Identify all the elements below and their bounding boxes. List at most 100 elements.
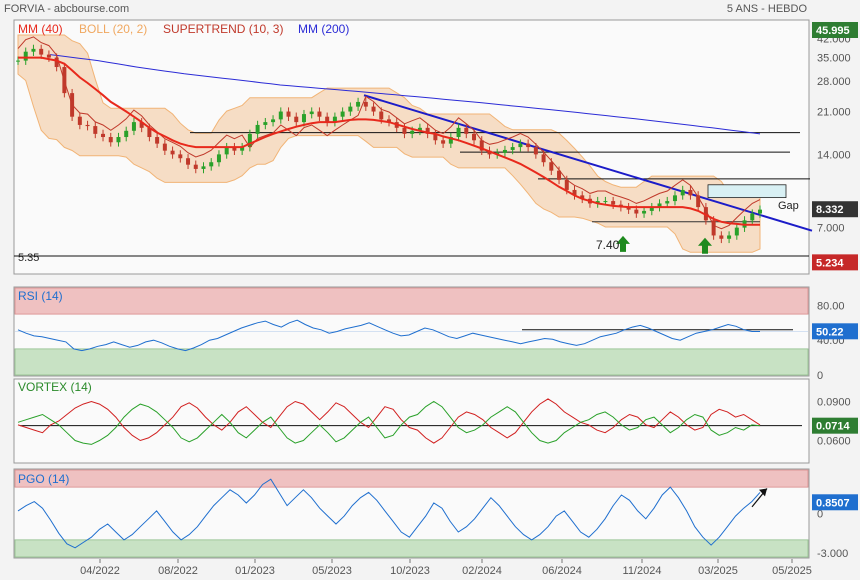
candle-body (139, 122, 144, 128)
candle-body (201, 166, 206, 169)
candle-body (541, 154, 546, 163)
oversold-zone (14, 348, 809, 376)
period-label: 5 ANS - HEBDO (727, 3, 808, 15)
candle-body (294, 116, 299, 123)
symbol-label: FORVIA - abcbourse.com (4, 3, 129, 15)
candle-body (379, 111, 384, 120)
candle-body (557, 170, 562, 180)
mm40-line (18, 56, 760, 226)
candle-body (124, 130, 129, 138)
candle-body (711, 220, 716, 236)
candle-body (649, 207, 654, 211)
legend-mm200: MM (200) (298, 22, 349, 36)
annotation-740: 7.40 (596, 238, 620, 252)
vortex-minus-line (17, 400, 761, 445)
pgo-arrow-head (759, 488, 767, 497)
x-tick-label: 02/2024 (462, 565, 502, 577)
candle-body (387, 119, 391, 123)
candle-body (240, 147, 245, 151)
pgo-title: PGO (14) (18, 472, 69, 486)
x-tick-label: 08/2022 (158, 565, 198, 577)
candle-body (162, 143, 167, 151)
candle-body (170, 150, 175, 155)
candle-body (77, 116, 82, 125)
current-price-badge-bg (812, 201, 858, 218)
candle-body (186, 158, 191, 165)
candle-body (464, 127, 469, 134)
pgo-chart-layer (14, 469, 809, 558)
candle-body (178, 154, 183, 159)
candle-body (356, 101, 361, 107)
buy-arrow-icon (698, 237, 712, 254)
candle-body (286, 111, 291, 117)
candle-body (131, 122, 136, 131)
pgo-high-zone (14, 469, 809, 488)
downtrend-line (363, 94, 813, 232)
candle-body (410, 130, 415, 134)
vortex-tick-label: 0.0900 (817, 397, 851, 409)
vortex-plus-line (17, 398, 761, 444)
candle-body (417, 127, 422, 131)
candle-body (703, 207, 708, 221)
candle-body (580, 195, 585, 199)
rsi-tick-label: 0 (817, 370, 823, 382)
candle-body (193, 164, 198, 169)
candle-body (271, 119, 276, 123)
candle-body (224, 147, 229, 155)
pgo-low-zone (14, 539, 809, 558)
axes-layer: 42.00035.00028.00021.00014.0007.00080.00… (80, 22, 858, 577)
candle-body (642, 210, 647, 214)
candle-body (216, 154, 221, 163)
candle-body (46, 54, 51, 58)
candle-body (23, 51, 28, 61)
gap-label: Gap (778, 200, 799, 212)
price-tick-label: 35.000 (817, 53, 851, 65)
candle-body (93, 126, 98, 134)
price-tick-label: 28.000 (817, 76, 851, 88)
candle-body (209, 162, 214, 167)
x-tick-label: 11/2024 (623, 565, 662, 577)
candle-body (255, 124, 260, 134)
pgo-value-badge: 0.8507 (816, 497, 850, 509)
candle-body (526, 143, 531, 148)
low-price-badge: 5.234 (816, 257, 844, 269)
candle-body (425, 127, 430, 134)
legend-mm40: MM (40) (18, 22, 63, 36)
candle-body (371, 106, 376, 112)
candle-body (672, 195, 677, 202)
candle-body (510, 147, 515, 150)
candle-body (634, 209, 639, 214)
candle-body (665, 201, 670, 204)
candle-body (433, 133, 438, 141)
buy-arrow-icon (616, 235, 630, 252)
candle-body (564, 179, 569, 190)
candle-body (147, 127, 152, 138)
candle-body (502, 149, 507, 153)
current-price-badge: 8.332 (816, 204, 844, 216)
candle-body (456, 127, 461, 138)
candle-body (479, 140, 484, 151)
candle-body (155, 137, 160, 144)
x-tick-label: 10/2023 (390, 565, 430, 577)
candle-body (39, 48, 44, 55)
candle-body (16, 60, 20, 62)
candle-body (688, 189, 693, 196)
level-535-label: 5.35 (18, 252, 39, 264)
pgo-tick-label: 0 (817, 509, 823, 521)
pgo-line (17, 478, 761, 549)
x-tick-label: 05/2023 (312, 565, 352, 577)
price-tick-label: 7.000 (817, 223, 845, 235)
vortex-title: VORTEX (14) (18, 380, 92, 394)
candle-body (247, 133, 252, 148)
candle-body (572, 189, 577, 196)
vortex-value-badge: 0.0714 (816, 421, 851, 433)
candle-body (611, 201, 616, 205)
rsi-chart-layer (14, 287, 809, 376)
candle-body (317, 111, 322, 117)
candle-body (750, 213, 755, 221)
candle-body (626, 207, 631, 210)
candle-body (301, 114, 306, 123)
pgo-value-badge-bg (812, 494, 858, 511)
candle-body (758, 209, 762, 214)
